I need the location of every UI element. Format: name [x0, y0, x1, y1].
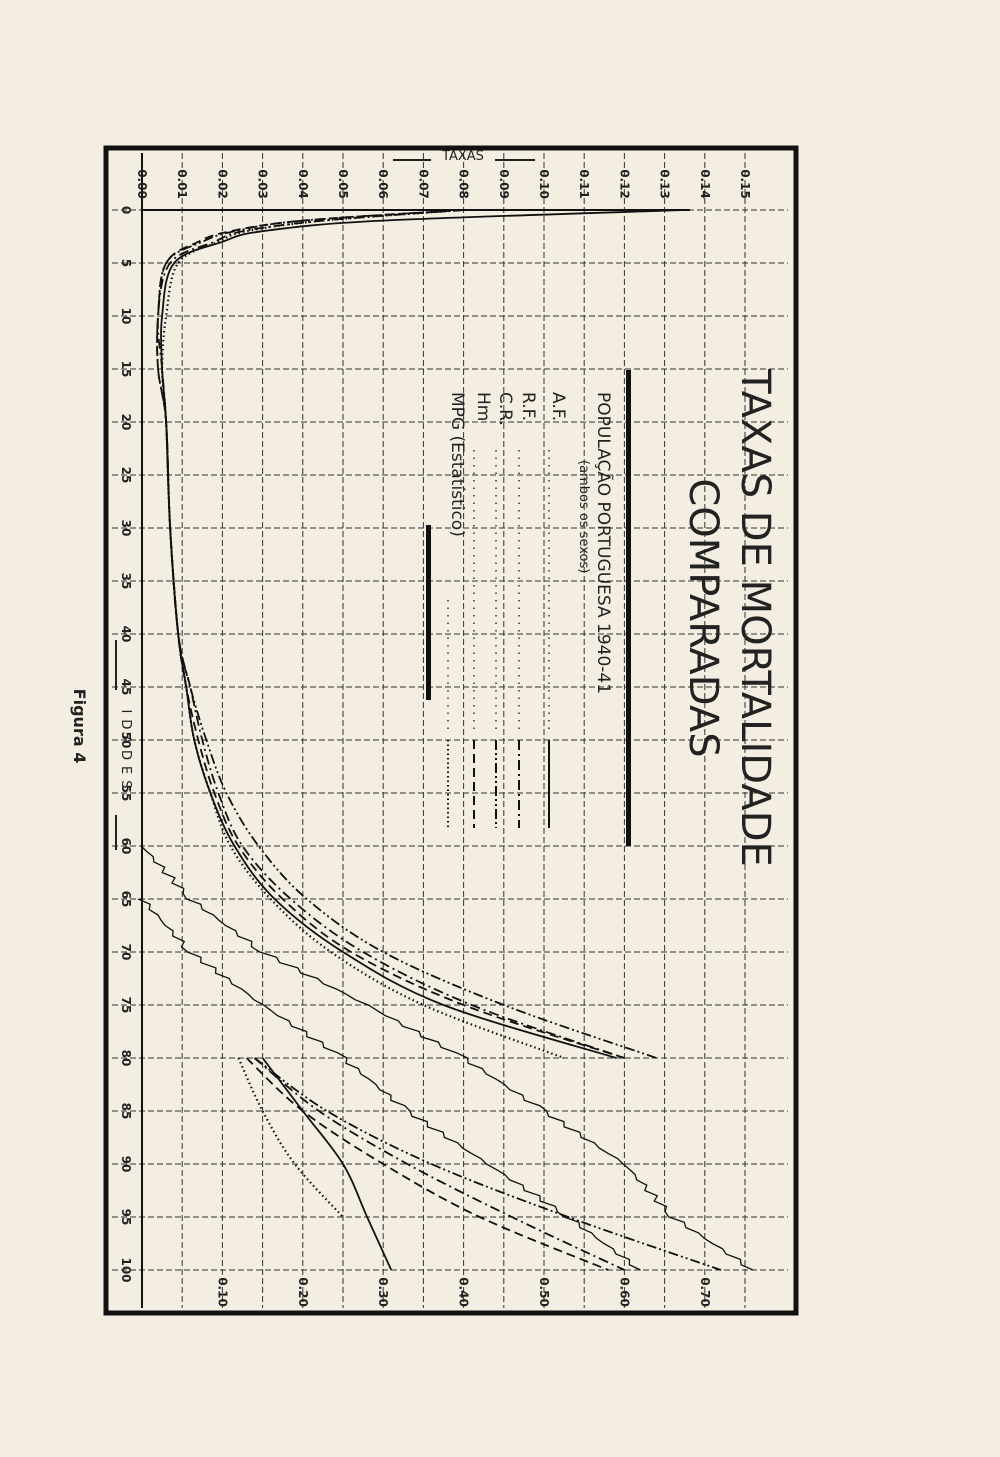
chart-title-line1: TAXAS DE MORTALIDADE: [732, 368, 778, 867]
legend-label: A.F.: [548, 392, 568, 421]
upper-rate-tick-label: 0.06: [376, 169, 390, 199]
upper-rate-tick-label: 0.00: [135, 169, 149, 199]
age-tick-label: 15: [119, 361, 133, 378]
age-tick-label: 70: [119, 944, 133, 961]
upper-rate-tick-label: 0.15: [738, 169, 752, 199]
age-tick-label: 80: [119, 1050, 133, 1067]
upper-rate-tick-label: 0.04: [296, 169, 310, 199]
chart-title-line2: COMPARADAS: [680, 478, 726, 757]
lower-rate-tick-label: 0.30: [376, 1277, 390, 1307]
legend: A.F. R.F.C.R.Hm MPG (Estatístico): [447, 392, 568, 828]
lower-bands: [137, 845, 754, 1271]
legend-label: Hm: [473, 392, 493, 421]
lower-rate-tick-label: 0.40: [457, 1277, 471, 1307]
band-lower-edge: [137, 898, 641, 1271]
upper-rate-tick-label: 0.11: [577, 169, 591, 199]
lower-rate-tick-label: 0.10: [215, 1277, 229, 1307]
age-tick-label: 95: [119, 1209, 133, 1226]
age-tick-label: 90: [119, 1156, 133, 1173]
legend-label: C.R.: [495, 392, 515, 426]
upper-rate-tick-label: 0.07: [416, 169, 430, 199]
upper-rate-tick-label: 0.03: [256, 169, 270, 199]
chart-frame: [103, 145, 799, 1316]
upper-rate-tick-labels: 0.00 0.01 0.02 0.03 0.04 0.05 0.06 0.07 0.08 0.09…: [135, 169, 752, 199]
chart-subtitle: POPULAÇÃO PORTUGUESA 1940-41: [593, 392, 615, 694]
age-tick-label: 100: [119, 1257, 133, 1282]
upper-rate-tick-label: 0.01: [175, 169, 189, 199]
series-line-lower: [254, 1057, 722, 1271]
grid: [112, 153, 788, 1308]
figure-caption: Figura 4: [70, 689, 89, 764]
upper-rate-tick-label: 0.12: [617, 169, 631, 199]
lower-rate-tick-label: 0.50: [537, 1277, 551, 1307]
age-tick-label: 20: [119, 414, 133, 431]
upper-rate-tick-label: 0.10: [537, 169, 551, 199]
upper-rate-tick-label: 0.09: [497, 169, 511, 199]
upper-rate-tick-label: 0.13: [658, 169, 672, 199]
upper-rate-tick-label: 0.05: [336, 169, 350, 199]
series-line-lower: [245, 1057, 609, 1271]
age-tick-label: 35: [119, 573, 133, 590]
legend-marker: [426, 525, 431, 700]
age-tick-label: 30: [119, 520, 133, 537]
age-tick-label: 85: [119, 1103, 133, 1120]
series-line-lower: [253, 1057, 625, 1271]
series-line-upper: [156, 209, 625, 1059]
lower-rate-tick-labels: 0.10 0.20 0.30 0.40 0.50 0.60 0.70: [215, 1277, 711, 1307]
age-tick-label: 40: [119, 626, 133, 643]
upper-rate-tick-label: 0.08: [457, 169, 471, 199]
series-line-lower: [261, 1057, 393, 1271]
rate-axis-label: TAXAS: [441, 149, 484, 164]
band-upper-edge: [140, 845, 754, 1271]
series-line-lower: [237, 1057, 344, 1218]
age-tick-label: 75: [119, 997, 133, 1014]
legend-label: MPG (Estatístico): [447, 392, 467, 537]
age-tick-labels: 0 5 10 15 20 25 30 35 40 45 50 55 60 65 70 75 80 85 90 95 10…: [119, 206, 133, 1283]
age-tick-label: 50: [119, 732, 133, 749]
chart-subtitle2: (ambos os sexos): [576, 460, 591, 573]
age-tick-label: 55: [119, 785, 133, 802]
age-axis-label: IDADES: [118, 710, 133, 795]
lower-rate-tick-label: 0.70: [698, 1277, 712, 1307]
legend-label: R.F.: [518, 392, 538, 421]
series-group: [156, 208, 722, 1271]
lower-rate-tick-label: 0.20: [296, 1277, 310, 1307]
age-tick-label: 10: [119, 308, 133, 325]
title-divider: [626, 370, 631, 846]
age-tick-label: 25: [119, 467, 133, 484]
age-tick-label: 5: [119, 259, 133, 267]
upper-rate-tick-label: 0.14: [698, 169, 712, 199]
age-tick-label: 0: [119, 206, 133, 214]
upper-rate-tick-label: 0.02: [215, 169, 229, 199]
age-tick-label: 45: [119, 679, 133, 696]
age-tick-label: 60: [119, 838, 133, 855]
lower-rate-tick-label: 0.60: [617, 1277, 631, 1307]
age-tick-label: 65: [119, 891, 133, 908]
